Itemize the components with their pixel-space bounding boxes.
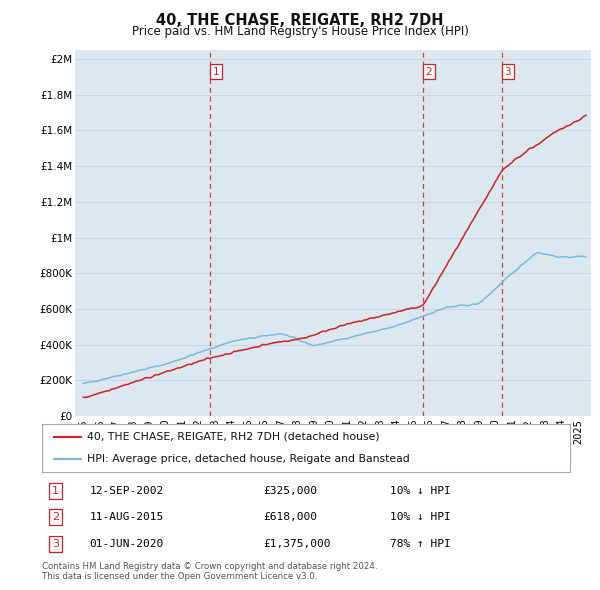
Text: £618,000: £618,000 (264, 512, 318, 522)
Text: 2: 2 (425, 67, 432, 77)
Text: 2: 2 (52, 512, 59, 522)
Text: £325,000: £325,000 (264, 486, 318, 496)
Text: 78% ↑ HPI: 78% ↑ HPI (391, 539, 451, 549)
Text: Contains HM Land Registry data © Crown copyright and database right 2024.
This d: Contains HM Land Registry data © Crown c… (42, 562, 377, 581)
Text: 1: 1 (52, 486, 59, 496)
Text: 3: 3 (52, 539, 59, 549)
Text: 1: 1 (213, 67, 220, 77)
Text: 10% ↓ HPI: 10% ↓ HPI (391, 486, 451, 496)
Text: 12-SEP-2002: 12-SEP-2002 (89, 486, 164, 496)
Text: HPI: Average price, detached house, Reigate and Banstead: HPI: Average price, detached house, Reig… (87, 454, 410, 464)
Text: 3: 3 (505, 67, 511, 77)
Text: 40, THE CHASE, REIGATE, RH2 7DH: 40, THE CHASE, REIGATE, RH2 7DH (156, 13, 444, 28)
Text: 11-AUG-2015: 11-AUG-2015 (89, 512, 164, 522)
Text: Price paid vs. HM Land Registry's House Price Index (HPI): Price paid vs. HM Land Registry's House … (131, 25, 469, 38)
Text: £1,375,000: £1,375,000 (264, 539, 331, 549)
Text: 40, THE CHASE, REIGATE, RH2 7DH (detached house): 40, THE CHASE, REIGATE, RH2 7DH (detache… (87, 432, 380, 442)
Text: 01-JUN-2020: 01-JUN-2020 (89, 539, 164, 549)
Text: 10% ↓ HPI: 10% ↓ HPI (391, 512, 451, 522)
